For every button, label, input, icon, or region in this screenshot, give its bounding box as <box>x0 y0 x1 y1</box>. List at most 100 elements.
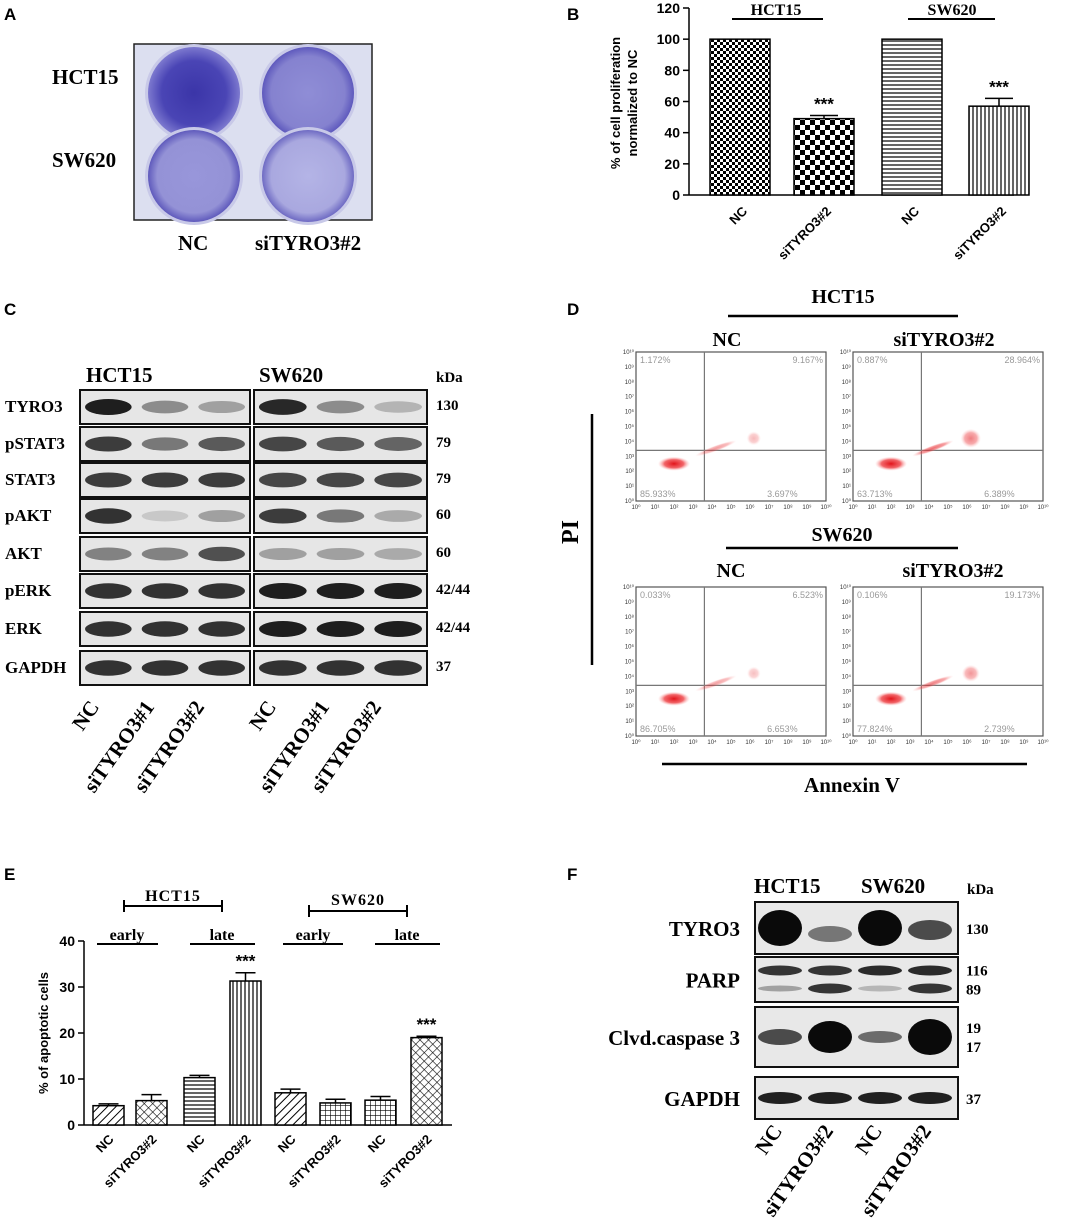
d-xtick-1-2: 10² <box>887 505 896 511</box>
d-xtick-1-0: 10⁰ <box>848 504 858 511</box>
c-band-6-3 <box>259 621 307 637</box>
c-protein-label-4: AKT <box>5 544 43 563</box>
c-band-3-2 <box>198 509 246 523</box>
d-xtick-1-9: 10⁹ <box>1019 504 1029 511</box>
f-blot-box-1 <box>754 956 959 1003</box>
panel-e-letter: E <box>4 865 15 884</box>
d-xtick-2-5: 10⁵ <box>726 739 736 746</box>
d-ytick-3-2: 10² <box>842 704 851 710</box>
d-q-ur-2: 6.523% <box>792 590 823 600</box>
d-xtick-0-5: 10⁵ <box>726 504 736 511</box>
d-xtick-3-2: 10² <box>887 740 896 746</box>
d-xtick-2-9: 10⁹ <box>802 739 812 746</box>
f-cellline-sw620: SW620 <box>861 874 925 898</box>
c-band-2-4 <box>316 472 365 488</box>
d-tail-3 <box>912 675 954 692</box>
e-xtick-label-2: NC <box>184 1131 208 1155</box>
c-band-1-3 <box>259 436 307 452</box>
f-band-2-3-0 <box>908 1019 952 1055</box>
panel-d-letter: D <box>567 300 579 319</box>
col-label-si: siTYRO3#2 <box>255 231 361 255</box>
c-kda-7: 37 <box>436 659 452 675</box>
e-ytick-label-2: 20 <box>59 1025 75 1041</box>
b-errbar-3 <box>985 97 1013 107</box>
d-xtick-3-4: 10⁴ <box>924 739 934 746</box>
f-kda-label: kDa <box>967 882 994 898</box>
e-xtick-label-4: NC <box>275 1131 299 1155</box>
e-group-sw620: SW620 <box>331 892 385 909</box>
c-band-0-0 <box>85 399 132 415</box>
f-kda-2-1: 17 <box>966 1040 982 1056</box>
c-band-6-0 <box>85 621 132 637</box>
d-tail-0 <box>695 440 737 457</box>
d-xtick-3-1: 10¹ <box>868 740 877 746</box>
c-band-7-0 <box>85 660 132 676</box>
c-band-2-5 <box>374 472 422 488</box>
d-ytick-0-4: 10⁴ <box>625 438 635 445</box>
d-ytick-0-2: 10² <box>625 469 634 475</box>
d-xtick-1-6: 10⁶ <box>962 504 972 511</box>
d-xtick-2-7: 10⁷ <box>765 739 774 746</box>
c-band-7-5 <box>374 660 422 676</box>
panel-b: B % of cell proliferation normalized to … <box>567 0 1030 263</box>
d-ytick-2-0: 10⁰ <box>625 733 635 740</box>
d-q-ll-3: 77.824% <box>857 724 893 734</box>
d-ytick-0-1: 10¹ <box>625 484 634 490</box>
d-ytick-3-1: 10¹ <box>842 719 851 725</box>
d-xtick-2-1: 10¹ <box>651 740 660 746</box>
e-bracket-hct15 <box>123 900 223 912</box>
d-xlabel: Annexin V <box>804 773 900 797</box>
e-group-hct15: HCT15 <box>145 888 201 905</box>
e-y-ticks: 0 10 20 30 40 <box>59 933 84 1133</box>
d-ytick-1-2: 10² <box>842 469 851 475</box>
d-q-ur-3: 19.173% <box>1004 590 1040 600</box>
d-xtick-2-8: 10⁸ <box>783 739 793 746</box>
c-kda-5: 42/44 <box>436 582 471 598</box>
c-protein-label-3: pAKT <box>5 506 52 525</box>
b-bar-0 <box>709 38 771 196</box>
e-errbar-1 <box>141 1093 162 1101</box>
e-ytick-label-3: 30 <box>59 979 75 995</box>
d-q-ur-0: 9.167% <box>792 355 823 365</box>
d-ytick-3-4: 10⁴ <box>842 673 852 680</box>
panel-c-letter: C <box>4 300 16 319</box>
e-sub-early-2: early <box>296 927 331 944</box>
d-ytick-0-0: 10⁰ <box>625 498 635 505</box>
c-kda-0: 130 <box>436 398 459 414</box>
d-plot-frame-2 <box>635 586 827 737</box>
panel-a: A HCT15 SW620 NC siTYRO3#2 <box>4 5 373 255</box>
c-protein-label-2: STAT3 <box>5 470 55 489</box>
f-band-2-2-0 <box>858 1031 902 1043</box>
d-ytick-2-9: 10⁹ <box>625 599 635 606</box>
e-sub-late-2: late <box>395 927 420 944</box>
c-band-5-2 <box>198 583 246 599</box>
c-band-3-3 <box>259 508 307 524</box>
b-ytick-label-4: 80 <box>664 62 680 78</box>
d-ytick-2-4: 10⁴ <box>625 673 635 680</box>
d-ytick-0-3: 10³ <box>625 454 634 460</box>
d-ytick-1-1: 10¹ <box>842 484 851 490</box>
c-band-1-1 <box>141 437 189 451</box>
d-ytick-0-6: 10⁶ <box>625 409 635 416</box>
d-ytick-1-5: 10⁵ <box>842 424 852 431</box>
c-band-0-4 <box>316 400 365 414</box>
e-errbar-5 <box>325 1098 346 1103</box>
d-ytick-1-0: 10⁰ <box>842 498 852 505</box>
b-ytick-label-2: 40 <box>664 125 680 141</box>
f-band-1-1-1 <box>808 983 852 994</box>
d-q-ul-0: 1.172% <box>640 355 671 365</box>
c-band-7-3 <box>259 660 307 676</box>
d-ytick-1-8: 10⁸ <box>842 379 852 386</box>
d-ytick-0-9: 10⁹ <box>625 364 635 371</box>
c-kda-3: 60 <box>436 507 451 523</box>
d-ytick-2-7: 10⁷ <box>625 629 634 636</box>
c-band-5-0 <box>85 583 132 599</box>
e-ytick-label-4: 40 <box>59 933 75 949</box>
d-ytick-2-10: 10¹⁰ <box>623 584 635 591</box>
b-xtick-label-0: NC <box>726 203 750 227</box>
c-lane-label-0: NC <box>67 696 104 735</box>
d-xtick-3-7: 10⁷ <box>982 739 991 746</box>
